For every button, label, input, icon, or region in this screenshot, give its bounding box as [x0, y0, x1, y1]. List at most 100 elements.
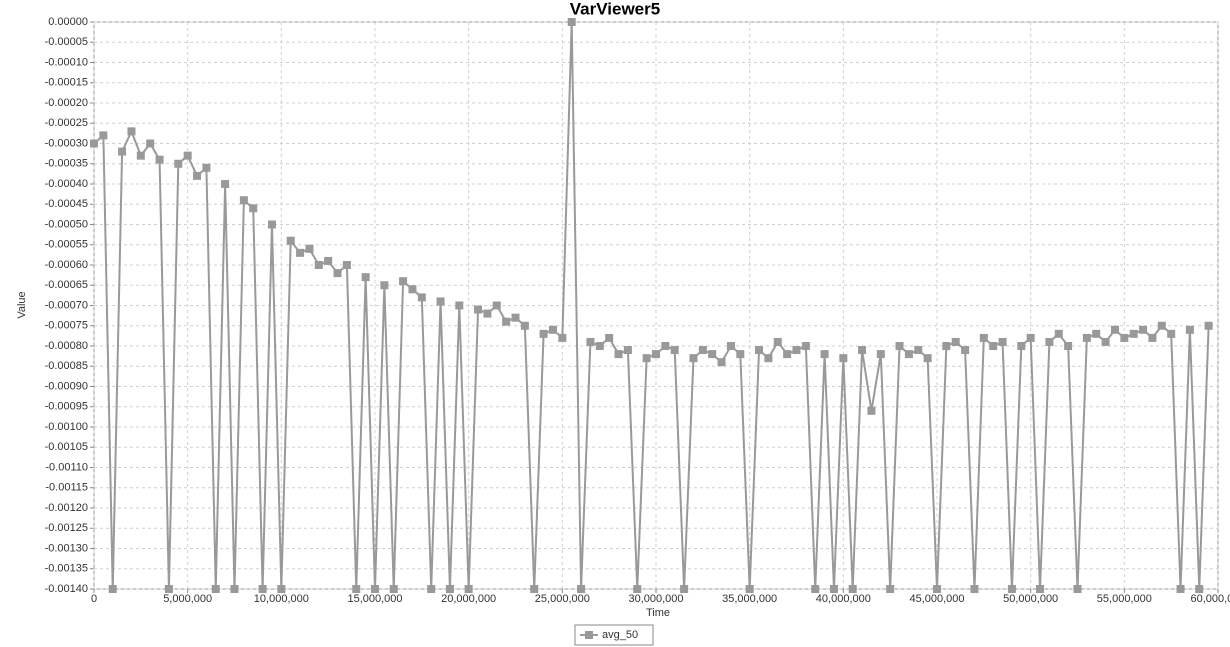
point-marker: [314, 261, 323, 269]
point-marker: [605, 333, 614, 342]
point-marker: [239, 196, 248, 205]
point-marker: [567, 18, 576, 26]
point-marker: [464, 585, 473, 593]
legend-label: avg_50: [602, 629, 638, 641]
y-tick-label: -0.00080: [45, 340, 88, 352]
y-tick-label: -0.00115: [45, 482, 88, 494]
x-tick-label: 30,000,000: [628, 593, 683, 605]
point-marker: [1045, 337, 1054, 346]
point-marker: [886, 585, 895, 593]
point-marker: [623, 346, 632, 355]
point-marker: [548, 325, 557, 334]
point-marker: [970, 585, 979, 593]
point-marker: [492, 301, 501, 310]
point-marker: [783, 350, 792, 359]
point-marker: [1120, 333, 1129, 342]
point-marker: [193, 171, 202, 180]
y-tick-label: -0.00130: [45, 542, 88, 554]
point-marker: [951, 337, 960, 346]
point-marker: [333, 269, 342, 278]
point-marker: [249, 204, 258, 213]
point-marker: [258, 585, 267, 593]
point-marker: [558, 333, 567, 342]
point-marker: [371, 585, 379, 593]
point-marker: [1176, 585, 1185, 593]
point-marker: [1073, 585, 1082, 593]
y-tick-label: -0.00085: [45, 360, 88, 372]
point-marker: [118, 147, 127, 156]
series-layer: [90, 18, 1213, 593]
point-marker: [726, 342, 735, 350]
point-marker: [933, 585, 941, 593]
point-marker: [914, 346, 923, 355]
point-marker: [361, 273, 370, 282]
point-marker: [670, 346, 679, 355]
point-marker: [1195, 585, 1204, 593]
y-tick-label: -0.00075: [45, 320, 88, 332]
point-marker: [811, 585, 820, 593]
y-tick-label: -0.00010: [45, 56, 88, 68]
point-marker: [698, 346, 707, 355]
point-marker: [305, 244, 314, 253]
point-marker: [652, 350, 660, 359]
point-marker: [1017, 342, 1026, 350]
point-marker: [502, 317, 511, 326]
x-tick-label: 0: [91, 593, 97, 605]
point-marker: [942, 342, 951, 350]
point-marker: [108, 585, 117, 593]
legend: avg_50: [574, 624, 654, 646]
y-axis-label: Value: [16, 291, 28, 318]
point-marker: [230, 585, 239, 593]
point-marker: [296, 248, 305, 257]
chart-title: VarViewer5: [570, 0, 660, 18]
point-marker: [352, 585, 361, 593]
point-marker: [848, 585, 857, 593]
point-marker: [923, 354, 932, 363]
point-marker: [1185, 325, 1194, 334]
point-marker: [1054, 329, 1063, 338]
x-tick-label: 15,000,000: [347, 593, 402, 605]
point-marker: [267, 220, 276, 229]
legend-marker: [585, 631, 593, 639]
point-marker: [1139, 325, 1148, 334]
y-tick-label: -0.00055: [45, 239, 88, 251]
point-marker: [858, 346, 867, 355]
point-marker: [380, 281, 389, 290]
point-marker: [99, 131, 108, 140]
y-tick-label: -0.00015: [45, 77, 88, 89]
y-tick-label: -0.00065: [45, 279, 88, 291]
y-tick-label: -0.00030: [45, 137, 88, 149]
y-tick-label: -0.00135: [45, 563, 88, 575]
point-marker: [1092, 329, 1101, 338]
x-axis-label: Time: [646, 607, 670, 619]
point-marker: [342, 261, 351, 269]
legend-box: [574, 624, 654, 646]
point-marker: [174, 159, 183, 168]
point-marker: [586, 337, 595, 346]
y-tick-label: -0.00140: [45, 583, 88, 595]
x-tick-label: 55,000,000: [1097, 593, 1152, 605]
x-tick-label: 40,000,000: [816, 593, 871, 605]
point-marker: [577, 585, 586, 593]
point-marker: [90, 139, 98, 148]
point-marker: [839, 354, 848, 363]
point-marker: [1129, 329, 1138, 338]
point-marker: [455, 301, 464, 310]
y-tick-label: -0.00060: [45, 259, 88, 271]
point-marker: [530, 585, 539, 593]
point-marker: [989, 342, 998, 350]
point-marker: [1148, 333, 1157, 342]
point-marker: [680, 585, 689, 593]
point-marker: [867, 406, 876, 415]
point-marker: [417, 293, 426, 302]
point-marker: [408, 285, 417, 294]
point-marker: [483, 309, 492, 318]
point-marker: [773, 337, 782, 346]
point-marker: [764, 354, 773, 363]
point-marker: [820, 350, 829, 359]
y-tick-label: -0.00105: [45, 441, 88, 453]
y-tick-label: -0.00020: [45, 97, 88, 109]
y-tick-label: -0.00025: [45, 117, 88, 129]
y-tick-label: 0.00000: [48, 16, 88, 28]
